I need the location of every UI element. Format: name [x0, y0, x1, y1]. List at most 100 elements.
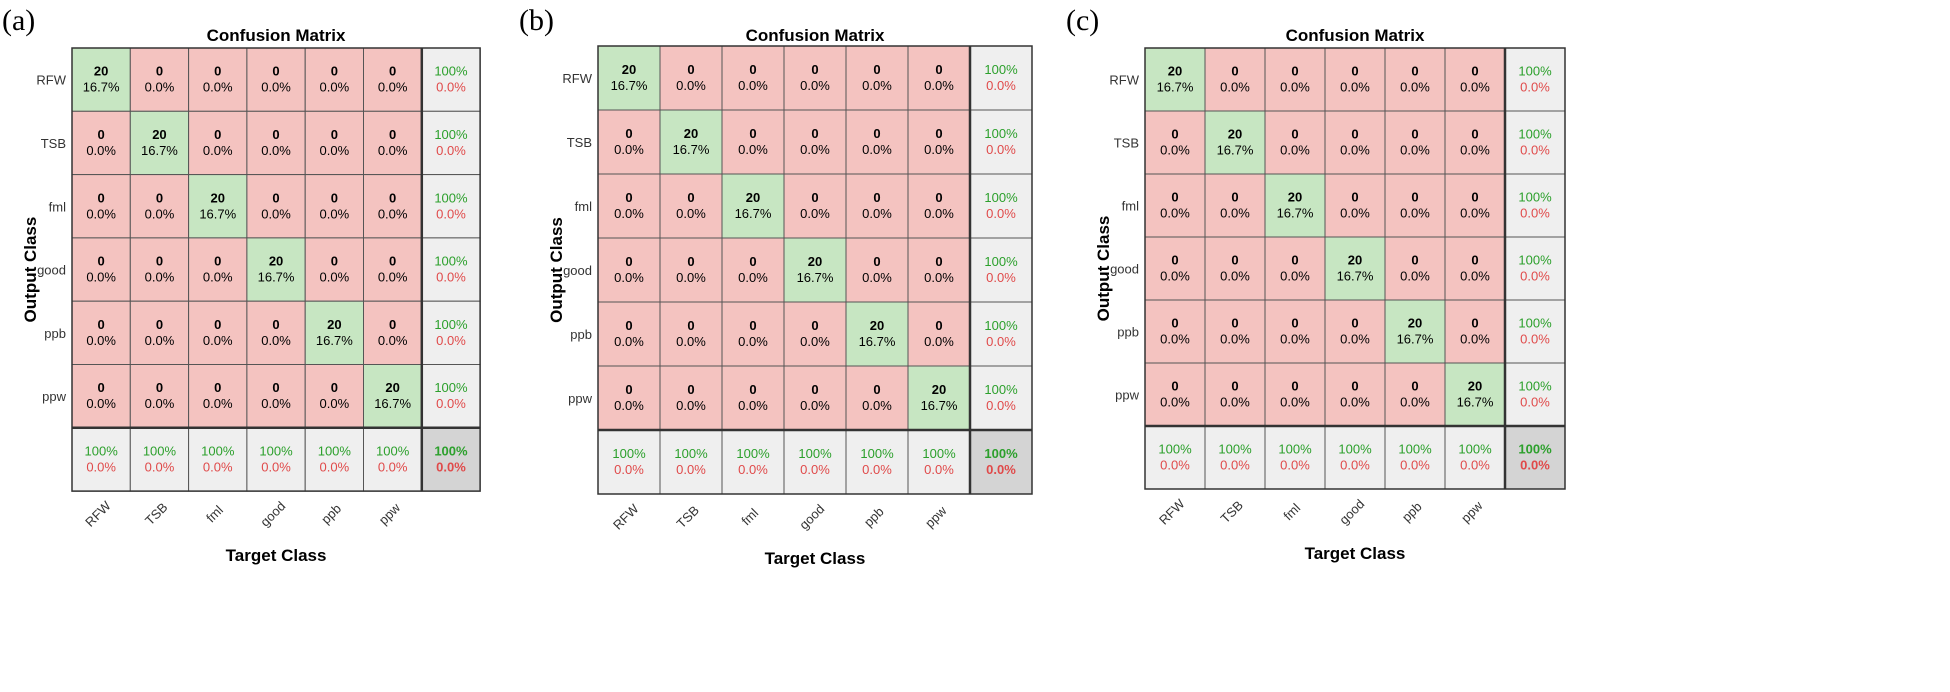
- col-summary-cell: 100%0.0%: [1444, 425, 1506, 490]
- cell-percent: 0.0%: [203, 270, 233, 285]
- matrix-cell: 00.0%: [188, 47, 248, 112]
- cell-percent: 16.7%: [374, 396, 411, 411]
- chart-title: Confusion Matrix: [207, 26, 346, 45]
- col-recall: 100%: [1398, 442, 1432, 457]
- cell-count: 0: [1471, 64, 1478, 79]
- cell-count: 0: [1411, 64, 1418, 79]
- row-error: 0.0%: [1520, 206, 1550, 221]
- summary-cell-fill: [783, 429, 847, 495]
- cell-percent: 0.0%: [1280, 395, 1310, 410]
- summary-cell-fill: [304, 427, 365, 492]
- cell-percent: 0.0%: [261, 80, 291, 95]
- matrix-frame: [597, 45, 1033, 495]
- matrix-cell: 00.0%: [721, 237, 785, 303]
- matrix-cell: 00.0%: [721, 45, 785, 111]
- cell-count: 0: [1471, 127, 1478, 142]
- cell-percent: 0.0%: [862, 78, 892, 93]
- cell-count: 20: [211, 190, 225, 205]
- overall-accuracy-cell: 100%0.0%: [1504, 425, 1566, 490]
- matrix-cell: 00.0%: [845, 109, 909, 175]
- incorrect-cell-fill: [845, 237, 909, 303]
- chart-title: Confusion Matrix: [1286, 26, 1425, 45]
- matrix-cell: 00.0%: [1324, 47, 1386, 112]
- summary-cell-fill: [421, 237, 481, 302]
- cell-count: 0: [156, 317, 163, 332]
- cell-count: 20: [1228, 127, 1242, 142]
- matrix-cell: 00.0%: [71, 174, 131, 239]
- chart-title: Confusion Matrix: [746, 26, 885, 45]
- cell-percent: 0.0%: [320, 396, 350, 411]
- incorrect-cell-fill: [845, 109, 909, 175]
- incorrect-cell-fill: [1384, 236, 1446, 301]
- matrix-cell: 00.0%: [597, 301, 661, 367]
- cell-count: 0: [625, 190, 632, 205]
- cell-count: 0: [272, 317, 279, 332]
- correct-cell-fill: [1144, 47, 1206, 112]
- incorrect-cell-fill: [246, 110, 306, 176]
- overall-accuracy: 100%: [984, 446, 1018, 461]
- matrix-cell: 00.0%: [721, 109, 785, 175]
- col-tick-label: ppw: [376, 500, 404, 528]
- matrix-cell: 00.0%: [597, 237, 661, 303]
- cell-count: 20: [870, 318, 884, 333]
- col-summary-cell: 100%0.0%: [845, 429, 909, 495]
- cell-count: 0: [98, 190, 105, 205]
- row-summary-cell: 100%0.0%: [421, 174, 481, 239]
- cell-percent: 0.0%: [1220, 206, 1250, 221]
- overall-accuracy-cell: 100%0.0%: [969, 429, 1033, 495]
- overall-error: 0.0%: [436, 459, 466, 474]
- cell-count: 0: [1171, 316, 1178, 331]
- col-tick-label: TSB: [1218, 498, 1246, 526]
- incorrect-cell-fill: [721, 301, 785, 367]
- incorrect-cell-fill: [246, 300, 306, 366]
- col-error: 0.0%: [924, 462, 954, 477]
- cell-percent: 0.0%: [378, 206, 408, 221]
- cell-count: 0: [873, 62, 880, 77]
- overall-accuracy: 100%: [1518, 442, 1552, 457]
- incorrect-cell-fill: [597, 173, 661, 239]
- cell-percent: 0.0%: [203, 396, 233, 411]
- cell-percent: 16.7%: [1277, 206, 1314, 221]
- col-recall: 100%: [143, 443, 177, 458]
- cell-percent: 16.7%: [1157, 80, 1194, 95]
- cell-count: 0: [811, 126, 818, 141]
- col-summary-cell: 100%0.0%: [304, 427, 365, 492]
- cell-count: 0: [687, 318, 694, 333]
- incorrect-cell-fill: [1384, 173, 1446, 238]
- row-tick-label: TSB: [567, 135, 592, 150]
- cell-percent: 0.0%: [862, 142, 892, 157]
- cell-count: 0: [625, 126, 632, 141]
- row-summary-cell: 100%0.0%: [1504, 110, 1566, 175]
- matrix-cell: 00.0%: [1264, 362, 1326, 427]
- row-precision: 100%: [984, 190, 1018, 205]
- col-error: 0.0%: [1220, 458, 1250, 473]
- matrix-cell: 00.0%: [597, 173, 661, 239]
- correct-cell-fill: [304, 300, 365, 366]
- cell-count: 0: [389, 317, 396, 332]
- col-recall: 100%: [1278, 442, 1312, 457]
- cell-count: 0: [1351, 190, 1358, 205]
- cell-count: 0: [1231, 190, 1238, 205]
- cell-count: 20: [932, 382, 946, 397]
- cell-count: 0: [1291, 127, 1298, 142]
- row-tick-label: RFW: [36, 73, 66, 88]
- cell-count: 20: [622, 62, 636, 77]
- row-summary-cell: 100%0.0%: [421, 47, 481, 112]
- cell-count: 0: [98, 127, 105, 142]
- matrix-cell: 00.0%: [129, 364, 190, 429]
- row-error: 0.0%: [1520, 395, 1550, 410]
- matrix-cell: 00.0%: [1444, 173, 1506, 238]
- summary-cell-fill: [845, 429, 909, 495]
- col-recall: 100%: [1458, 442, 1492, 457]
- cell-percent: 0.0%: [862, 398, 892, 413]
- cell-count: 0: [156, 254, 163, 269]
- matrix-cell: 00.0%: [363, 300, 423, 366]
- cell-percent: 0.0%: [1400, 206, 1430, 221]
- matrix-cell: 00.0%: [845, 237, 909, 303]
- col-error: 0.0%: [1280, 458, 1310, 473]
- matrix-cell: 00.0%: [1444, 299, 1506, 364]
- overall-cell-fill: [969, 429, 1033, 495]
